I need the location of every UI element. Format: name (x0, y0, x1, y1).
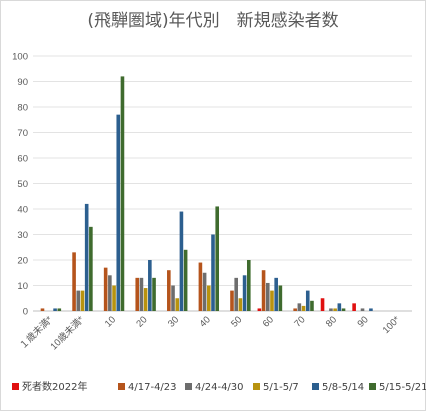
bar (230, 290, 234, 311)
bar (139, 277, 144, 311)
x-tick-label: 60 (261, 314, 276, 329)
bar (211, 234, 215, 311)
bar (175, 298, 180, 311)
bar (305, 290, 310, 311)
bar (329, 308, 333, 311)
legend-label: 5/15-5/21 (379, 382, 426, 393)
bar (341, 308, 346, 311)
bar (352, 303, 356, 311)
bar (301, 305, 306, 311)
y-tick-label: 10 (17, 281, 28, 292)
y-axis-ticks: 0 10 20 30 40 50 60 70 80 90 100 (12, 52, 28, 318)
legend-swatch (312, 383, 319, 390)
bar (337, 303, 342, 311)
bar (72, 252, 76, 311)
bar (360, 308, 365, 311)
grid-lines (33, 55, 412, 312)
x-tick-label: 100* (381, 314, 403, 336)
bar (143, 288, 148, 311)
bar (293, 308, 297, 311)
bar (57, 308, 62, 311)
x-tick-label: 80 (324, 314, 339, 329)
bar (238, 298, 243, 311)
bar (40, 308, 45, 311)
bar (274, 277, 278, 311)
bar (320, 298, 325, 311)
bar (257, 308, 262, 311)
bar (369, 308, 373, 311)
bar (234, 277, 238, 311)
legend-swatch (185, 383, 192, 390)
legend-label: 4/17-4/23 (128, 382, 177, 393)
legend-swatch (12, 383, 19, 390)
legend-swatch (118, 383, 125, 390)
bar (246, 260, 251, 311)
bar (215, 206, 220, 311)
y-tick-label: 20 (17, 256, 28, 267)
legend-label: 5/1-5/7 (263, 382, 299, 393)
bar (103, 267, 108, 311)
x-tick-label: 20 (134, 314, 149, 329)
y-tick-label: 50 (17, 179, 28, 190)
bar (202, 272, 207, 311)
bar (261, 270, 266, 311)
bar (297, 303, 302, 311)
legend-swatch (369, 383, 376, 390)
bar (80, 290, 85, 311)
bar (108, 275, 112, 311)
bar (148, 260, 152, 311)
bar (53, 308, 57, 311)
bar (89, 226, 93, 311)
x-tick-label: 30 (166, 314, 181, 329)
bar (135, 277, 140, 311)
y-tick-label: 70 (17, 128, 28, 139)
y-tick-label: 0 (23, 307, 28, 318)
bar (242, 275, 247, 311)
bar (84, 203, 89, 311)
y-tick-label: 40 (17, 205, 28, 216)
bar (207, 285, 211, 311)
bar (116, 114, 121, 312)
legend-label: 死者数2022年 (22, 380, 87, 393)
bar (112, 285, 116, 311)
chart-title: (飛騨圏域)年代別 新規感染者数 (87, 11, 338, 31)
y-tick-label: 60 (17, 154, 28, 165)
bar (152, 277, 156, 311)
y-tick-label: 80 (17, 103, 28, 114)
legend-swatch (253, 383, 260, 390)
y-tick-label: 90 (17, 77, 28, 88)
bar (120, 76, 125, 312)
legend: 死者数2022年 4/17-4/23 4/24-4/30 5/1-5/7 5/8-5/1… (12, 380, 426, 393)
bar (167, 270, 171, 311)
bar (183, 249, 188, 311)
x-tick-label: 90 (355, 314, 370, 329)
bar (76, 290, 81, 311)
bar (179, 211, 184, 311)
bar (198, 262, 203, 311)
bar (333, 308, 337, 311)
y-tick-label: 30 (17, 230, 28, 241)
x-tick-label: 70 (292, 314, 307, 329)
bar (310, 300, 314, 311)
bar (265, 282, 270, 311)
x-tick-label: 10歳未満* (48, 313, 87, 352)
x-tick-label: 10 (103, 314, 118, 329)
bar (171, 285, 175, 311)
legend-label: 5/8-5/14 (322, 382, 364, 393)
legend-label: 4/24-4/30 (195, 382, 244, 393)
bar (278, 285, 283, 311)
x-tick-label: 50 (229, 314, 244, 329)
bar (270, 290, 274, 311)
y-tick-label: 100 (12, 52, 28, 63)
x-tick-label: 40 (198, 314, 213, 329)
bars (40, 76, 373, 312)
x-axis-ticks: １歳未満*10歳未満* 10 20 30 40 50 60 70 80 90 100* (17, 313, 403, 352)
